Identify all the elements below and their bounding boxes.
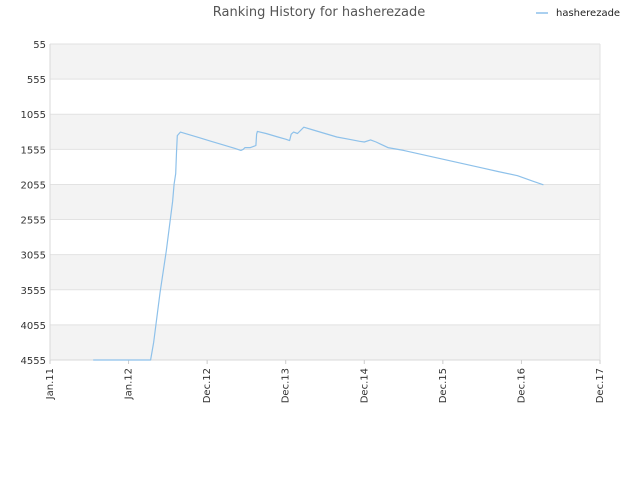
plot-band xyxy=(50,79,600,115)
x-axis: Jan.11 Jan.12 Dec.12 Dec.13 Dec.14 Dec.15 Dec.… xyxy=(45,360,606,403)
plot-bands xyxy=(50,44,600,360)
plot-band xyxy=(50,44,600,80)
series-lines xyxy=(93,126,544,361)
x-tick-label: Dec.15 xyxy=(438,368,449,403)
x-tick-label: Dec.13 xyxy=(281,368,292,403)
plot-band xyxy=(50,219,600,255)
x-tick-label: Dec.17 xyxy=(595,368,606,403)
y-tick-label: 2055 xyxy=(21,180,46,191)
chart-title: Ranking History for hasherezade xyxy=(213,5,425,20)
y-tick-label: 55 xyxy=(33,40,46,51)
legend-label: hasherezade xyxy=(556,8,620,19)
x-tick-label: Dec.16 xyxy=(516,368,527,403)
y-tick-label: 4555 xyxy=(21,356,46,367)
x-tick-label: Dec.14 xyxy=(359,368,370,403)
y-tick-label: 3555 xyxy=(21,286,46,297)
plot-band xyxy=(50,324,600,360)
y-grid xyxy=(49,43,601,361)
x-tick-label: Jan.12 xyxy=(124,368,135,400)
plot-band xyxy=(50,184,600,220)
plot-band xyxy=(50,114,600,150)
x-tick-label: Dec.12 xyxy=(202,368,213,403)
y-tick-label: 4055 xyxy=(21,321,46,332)
y-tick-label: 2555 xyxy=(21,216,46,227)
y-tick-label: 1555 xyxy=(21,145,46,156)
legend: hasherezade xyxy=(536,8,620,19)
y-tick-label: 3055 xyxy=(21,251,46,262)
plot-band xyxy=(50,254,600,290)
series-line-hasherezade xyxy=(93,126,544,361)
plot-band xyxy=(50,289,600,325)
x-tick-label: Jan.11 xyxy=(45,368,56,400)
y-tick-label: 555 xyxy=(27,75,46,86)
plot-band xyxy=(50,149,600,185)
y-tick-label: 1055 xyxy=(21,110,46,121)
